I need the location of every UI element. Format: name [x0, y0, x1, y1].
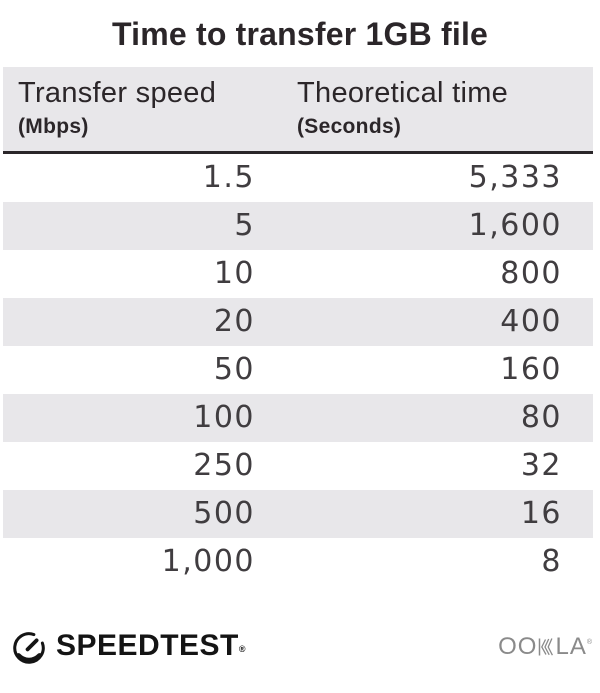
table-body: 1.5 5,333 5 1,600 10 800 20 400 50 160 1…	[3, 152, 593, 586]
transfer-time-table: Transfer speed (Mbps) Theoretical time (…	[3, 67, 593, 586]
ookla-logo: OO LA ®	[498, 632, 592, 660]
speedtest-wordmark: SPEEDTEST®	[56, 627, 246, 665]
page-title: Time to transfer 1GB file	[111, 16, 489, 52]
time-value: 16	[283, 489, 593, 538]
time-value: 1,600	[283, 201, 593, 250]
table-row: 10 800	[3, 250, 593, 298]
time-value: 400	[283, 297, 593, 346]
table-row: 5 1,600	[3, 201, 593, 250]
ookla-label-right: LA	[555, 632, 587, 660]
time-value: 800	[500, 256, 562, 291]
speed-value: 10	[213, 256, 255, 291]
column-unit: (Seconds)	[297, 114, 402, 138]
table-row: 100 80	[3, 393, 593, 442]
table-row: 20 400	[3, 297, 593, 346]
column-header-theoretical-time: Theoretical time (Seconds)	[283, 67, 593, 154]
registered-mark: ®	[586, 639, 592, 646]
speed-value: 20	[3, 297, 283, 346]
speed-value: 250	[193, 448, 255, 483]
speed-value: 100	[3, 393, 283, 442]
table-row: 50 160	[3, 346, 593, 394]
speed-value: 500	[3, 489, 283, 538]
time-value: 8	[541, 544, 562, 579]
time-value: 5,333	[468, 160, 562, 195]
speed-value: 50	[213, 352, 255, 387]
speedtest-gauge-icon	[13, 632, 45, 664]
table-header-row: Transfer speed (Mbps) Theoretical time (…	[3, 67, 593, 154]
ookla-label-left: OO	[498, 632, 538, 660]
speed-value: 1.5	[202, 160, 255, 195]
column-header-transfer-speed: Transfer speed (Mbps)	[3, 67, 283, 154]
table-row: 500 16	[3, 489, 593, 538]
column-label: Transfer speed	[18, 77, 217, 109]
speedtest-label: SPEEDTEST	[56, 629, 239, 662]
speed-value: 1,000	[161, 544, 255, 579]
time-value: 160	[500, 352, 562, 387]
table-header: Transfer speed (Mbps) Theoretical time (…	[3, 67, 593, 154]
footer: SPEEDTEST® OO LA ®	[10, 626, 592, 668]
table-row: 1.5 5,333	[3, 152, 593, 202]
time-value: 80	[283, 393, 593, 442]
column-label: Theoretical time	[297, 77, 509, 109]
time-value: 32	[520, 448, 562, 483]
ookla-stylized-k-icon	[539, 637, 554, 655]
registered-mark: ®	[238, 644, 247, 654]
speedtest-logo: SPEEDTEST®	[10, 627, 246, 666]
table-row: 250 32	[3, 442, 593, 490]
column-unit: (Mbps)	[18, 114, 89, 138]
table-row: 1,000 8	[3, 538, 593, 586]
speed-value: 5	[3, 201, 283, 250]
